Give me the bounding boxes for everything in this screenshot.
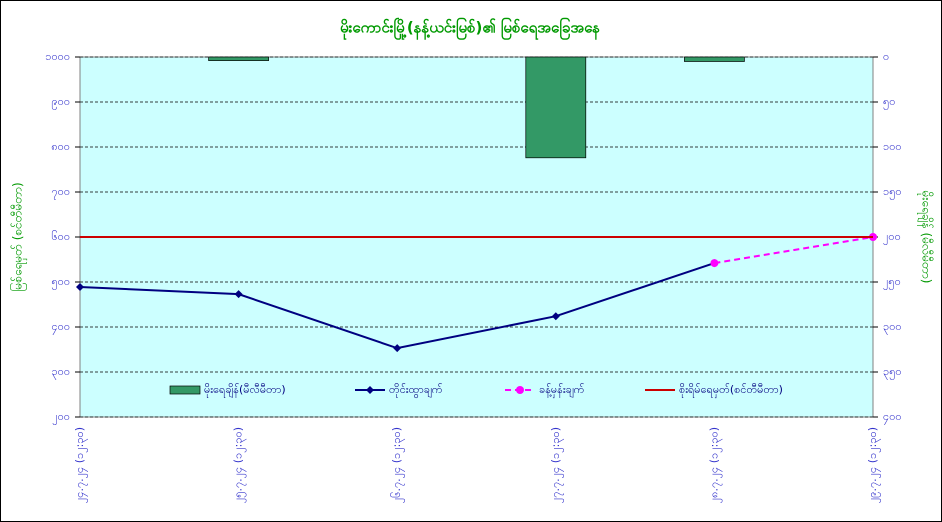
y-tick-label: ၈၀၀ (51, 140, 70, 153)
y2-tick-label: ၀ (883, 50, 889, 63)
legend-label: စိုးရိမ်ရေမှတ်(စင်တီမီတာ) (679, 383, 783, 398)
y2-tick-label: ၃၀၀ (883, 320, 902, 335)
legend-label: မိုးရေချိန်(မီလီမီတာ) (204, 383, 286, 398)
bar (525, 56, 587, 159)
y2-tick-label: ၁၅၀ (883, 185, 902, 200)
y2-tick-label: ၂၀၀ (883, 230, 901, 245)
marker (551, 312, 560, 321)
y-tick-label: ၂၀၀ (52, 410, 70, 425)
legend-marker (366, 386, 374, 394)
legend-swatch (169, 385, 201, 395)
bar (208, 56, 269, 61)
line (714, 236, 874, 265)
x-tick-label: ၂၇.၇.၂၄ (၁၂:၃၀) (549, 427, 564, 503)
y-tick-label: ၆၀၀ (51, 230, 70, 243)
marker (393, 344, 402, 353)
x-tick-label: ၂၅.၇.၂၄ (၁၂:၃၀) (232, 427, 247, 503)
y2-tick-label: ၅၀ (883, 95, 895, 110)
y-tick-label: ၇၀၀ (51, 185, 70, 200)
y-tick-label: ၄၀၀ (51, 320, 70, 335)
y2-tick-label: ၂၅၀ (883, 275, 901, 290)
legend-label: ခန့်မှန်းချက် (539, 383, 585, 398)
y2-tick-label: ၄၀၀ (883, 410, 902, 425)
y-tick-label: ၅၀၀ (51, 275, 70, 290)
y2-tick-label: ၃၅၀ (883, 365, 902, 380)
x-tick-label: ၂၉.၇.၂၄ (၁၂:၃၀) (866, 427, 881, 503)
y-axis-title: မြစ်ရေမှတ် (စင်တီမီတာ) (9, 182, 28, 291)
marker (234, 290, 243, 299)
y-tick-label: ၁၀၀၀ (45, 50, 70, 63)
x-tick-label: ၂၆.၇.၂၄ (၁၂:၃၀) (390, 427, 405, 503)
y2-tick-label: ၁၀၀ (883, 140, 902, 153)
legend-label: တိုင်းထွာချက် (389, 383, 443, 398)
marker (76, 282, 84, 291)
y-tick-label: ၃၀၀ (51, 365, 70, 380)
x-tick-label: ၂၈.၇.၂၄ (၁၂:၃၀) (707, 427, 722, 503)
bar (684, 56, 745, 62)
x-tick-label: ၂၄.၇.၂၄ (၁၂:၃၀) (73, 427, 88, 503)
marker (710, 259, 719, 268)
y-tick-label: ၉၀၀ (51, 95, 70, 110)
legend-marker (516, 386, 524, 394)
y2-axis-title: မိုးရေချိန် (မီလီမီတာ) (917, 191, 935, 284)
